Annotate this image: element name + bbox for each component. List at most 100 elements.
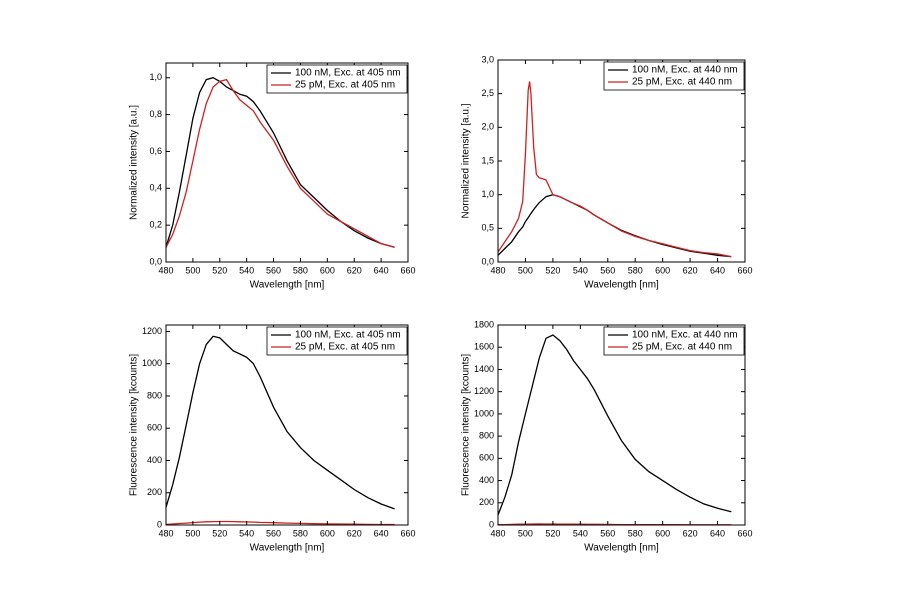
y-tick-label: 800 [479,430,494,440]
data-line [497,81,732,258]
y-tick-label: 0,4 [149,183,162,193]
x-tick-label: 580 [293,528,308,538]
x-tick-label: 500 [185,265,200,275]
x-tick-label: 560 [600,528,615,538]
y-tick-label: 1000 [474,408,494,418]
y-tick-label: 1400 [474,364,494,374]
x-tick-label: 500 [518,265,533,275]
plot-frame [165,324,409,526]
x-tick-label: 660 [400,265,415,275]
y-tick-label: 1600 [474,342,494,352]
x-tick-label: 540 [573,265,588,275]
x-tick-label: 540 [239,528,254,538]
x-tick-label: 480 [490,265,505,275]
plot-frame [497,324,746,526]
x-tick-label: 640 [710,528,725,538]
y-axis-label: Fluorescence intensity [kcounts] [129,354,140,497]
x-tick-label: 580 [628,265,643,275]
y-tick-label: 0,5 [481,223,494,233]
x-axis-label: Wavelength [nm] [250,543,325,554]
y-tick-label: 400 [479,475,494,485]
y-tick-label: 0,2 [149,220,162,230]
x-tick-label: 620 [683,265,698,275]
subplot: 480 500 520 540 560 580 600 620 640 660 0 200 400 600… [129,324,416,554]
y-tick-label: 0 [157,519,162,529]
subplot: 480 500 520 540 560 580 600 620 640 660 0,0 0,2 0,4 0… [129,62,416,291]
y-tick-label: 0,0 [149,256,162,266]
x-tick-label: 660 [400,528,415,538]
x-tick-label: 560 [266,528,281,538]
x-tick-label: 560 [600,265,615,275]
data-line [497,194,732,258]
y-tick-label: 400 [147,455,162,465]
x-tick-label: 540 [573,528,588,538]
x-tick-label: 480 [158,265,173,275]
x-tick-label: 560 [266,265,281,275]
plot-frame [165,62,409,263]
y-tick-label: 0,0 [481,256,494,266]
y-tick-label: 1,0 [481,189,494,199]
x-tick-label: 520 [212,528,227,538]
legend-label: 25 pM, Exc. at 405 nm [295,80,395,91]
y-axis-label: Fluorescence intensity [kcounts] [461,354,472,497]
x-tick-label: 540 [239,265,254,275]
y-tick-label: 1,5 [481,155,494,165]
x-tick-label: 620 [347,528,362,538]
legend-label: 25 pM, Exc. at 440 nm [632,77,732,88]
y-tick-label: 1800 [474,319,494,329]
y-tick-label: 1200 [474,386,494,396]
data-line [165,335,395,510]
subplot: 480 500 520 540 560 580 600 620 640 660 0,0 0,5 1,0 1… [461,54,753,290]
x-axis-label: Wavelength [nm] [584,543,659,554]
x-tick-label: 480 [158,528,173,538]
y-tick-label: 2,5 [481,88,494,98]
x-tick-label: 520 [212,265,227,275]
legend-label: 100 nM, Exc. at 440 nm [632,330,738,341]
legend-label: 100 nM, Exc. at 440 nm [632,65,738,76]
y-tick-label: 800 [147,390,162,400]
legend-label: 100 nM, Exc. at 405 nm [295,68,401,79]
y-tick-label: 0 [489,519,494,529]
y-tick-label: 600 [479,453,494,463]
y-tick-label: 2,0 [481,122,494,132]
legend-box [603,61,745,91]
x-tick-label: 500 [518,528,533,538]
x-tick-label: 640 [710,265,725,275]
x-tick-label: 640 [374,528,389,538]
y-tick-label: 200 [479,497,494,507]
y-tick-label: 0,8 [149,109,162,119]
y-tick-label: 1000 [142,358,162,368]
y-axis-label: Normalized intensity [a.u.] [129,105,140,220]
x-tick-label: 620 [347,265,362,275]
x-axis-label: Wavelength [nm] [250,280,325,291]
x-tick-label: 600 [320,265,335,275]
x-tick-label: 500 [185,528,200,538]
subplot: 480 500 520 540 560 580 600 620 640 660 0 200 400 600… [461,319,753,553]
y-tick-label: 1,0 [149,72,162,82]
y-tick-label: 3,0 [481,54,494,64]
legend-box [603,326,745,356]
data-line [497,334,732,516]
data-line [165,78,395,248]
x-tick-label: 600 [655,528,670,538]
y-tick-label: 200 [147,487,162,497]
legend-label: 25 pM, Exc. at 440 nm [632,342,732,353]
data-line [165,77,395,248]
x-tick-label: 580 [293,265,308,275]
x-tick-label: 520 [545,265,560,275]
y-tick-label: 1200 [142,326,162,336]
x-tick-label: 480 [490,528,505,538]
legend-box [266,64,408,94]
y-tick-label: 600 [147,423,162,433]
x-tick-label: 520 [545,528,560,538]
legend-box [266,326,408,356]
x-tick-label: 660 [737,265,752,275]
legend-label: 25 pM, Exc. at 405 nm [295,342,395,353]
x-axis-label: Wavelength [nm] [584,280,659,291]
legend-label: 100 nM, Exc. at 405 nm [295,330,401,341]
data-line [165,520,395,526]
y-tick-label: 0,6 [149,146,162,156]
x-tick-label: 660 [737,528,752,538]
x-tick-label: 640 [374,265,389,275]
